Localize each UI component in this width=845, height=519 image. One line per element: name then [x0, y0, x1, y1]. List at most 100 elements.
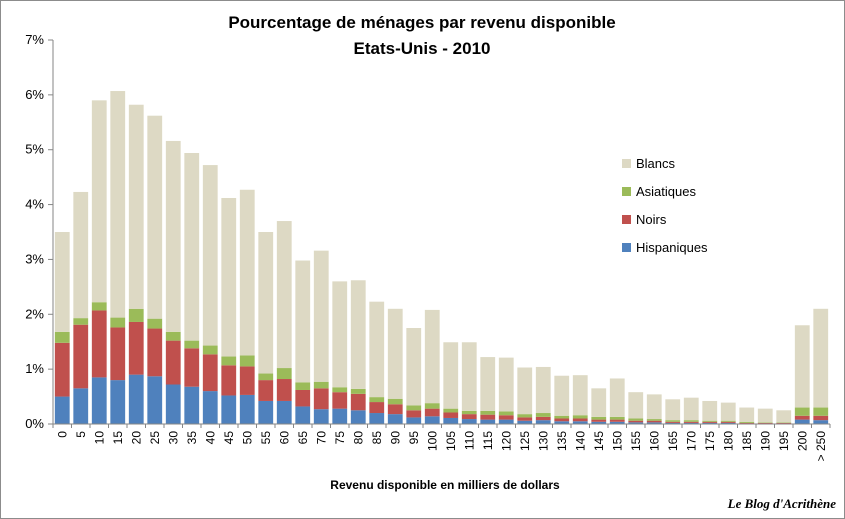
bar-segment-noirs — [110, 327, 126, 381]
bar-segment-asiatiques — [369, 397, 385, 403]
bar-segment-blancs — [276, 221, 292, 369]
bar-segment-noirs — [628, 420, 644, 423]
x-tick-label: 180 — [721, 431, 735, 451]
y-axis: 0% 1% 2% 3% 4% 5% 6% 7% — [25, 32, 54, 431]
bar-segment-hispaniques — [702, 422, 718, 424]
x-tick-label: 70 — [314, 431, 328, 445]
x-tick-label: 145 — [592, 431, 606, 451]
x-tick-label: 135 — [555, 431, 569, 451]
bar-segment-asiatiques — [554, 415, 570, 419]
bar-segment-blancs — [591, 388, 607, 417]
x-tick-label: 20 — [129, 431, 143, 445]
legend-label-asiatiques: Asiatiques — [636, 184, 696, 199]
bar-segment-hispaniques — [258, 400, 274, 424]
y-tick-label: 1% — [25, 361, 44, 376]
bar-segment-asiatiques — [110, 317, 126, 328]
x-tick-label: 85 — [370, 431, 384, 445]
x-tick-label: 40 — [203, 431, 217, 445]
bar-segment-asiatiques — [480, 410, 496, 415]
bar-segment-noirs — [369, 402, 385, 414]
bar-segment-asiatiques — [406, 405, 422, 411]
bar-segment-asiatiques — [813, 407, 829, 416]
bar-segment-blancs — [221, 197, 237, 357]
bar-segment-blancs — [332, 281, 348, 388]
bar-segment-noirs — [794, 415, 810, 420]
x-tick-label: 200 — [795, 431, 809, 451]
bar-segment-asiatiques — [517, 414, 533, 418]
bar-segment-blancs — [295, 260, 311, 383]
credit-text: Le Blog d'Acrithène — [727, 496, 837, 511]
bar-segment-hispaniques — [350, 410, 366, 424]
bar-segment-noirs — [73, 324, 89, 389]
bar-segment-blancs — [91, 100, 107, 303]
bar-segment-noirs — [184, 348, 200, 387]
x-tick-label: 45 — [222, 431, 236, 445]
bar-segment-hispaniques — [813, 420, 829, 424]
y-tick-label: 2% — [25, 306, 44, 321]
bar-segment-asiatiques — [295, 382, 311, 390]
bar-segment-asiatiques — [184, 340, 200, 349]
bar-segment-hispaniques — [406, 417, 422, 424]
bar-segment-asiatiques — [165, 331, 181, 341]
y-tick-label: 4% — [25, 197, 44, 212]
x-tick-label: 50 — [240, 431, 254, 445]
bar-segment-hispaniques — [369, 413, 385, 424]
bar-segment-noirs — [276, 379, 292, 401]
x-tick-label: 15 — [111, 431, 125, 445]
bar-segment-blancs — [665, 399, 681, 421]
bar-segment-blancs — [628, 392, 644, 419]
bar-segment-hispaniques — [332, 408, 348, 424]
y-tick-label: 0% — [25, 416, 44, 431]
bar-segment-hispaniques — [554, 421, 570, 424]
bar-segment-noirs — [683, 421, 699, 423]
x-tick-label: 175 — [703, 431, 717, 451]
x-tick-label: 160 — [647, 431, 661, 451]
x-tick-label: > 250 — [814, 431, 828, 462]
bar-segment-asiatiques — [258, 373, 274, 381]
legend-swatch-noirs — [622, 215, 631, 224]
bar-segment-hispaniques — [165, 384, 181, 424]
bar-segment-hispaniques — [794, 419, 810, 424]
x-tick-label: 25 — [148, 431, 162, 445]
bar-segment-noirs — [665, 421, 681, 423]
bar-segment-blancs — [813, 308, 829, 408]
bar-segment-noirs — [332, 392, 348, 409]
x-tick-label: 80 — [351, 431, 365, 445]
x-tick-label: 55 — [259, 431, 273, 445]
bar-segment-blancs — [147, 115, 163, 319]
legend-swatch-asiatiques — [622, 187, 631, 196]
x-tick-label: 165 — [666, 431, 680, 451]
bar-segment-blancs — [239, 189, 255, 356]
bar-segment-asiatiques — [73, 318, 89, 325]
bar-segment-blancs — [572, 375, 588, 416]
bar-segment-blancs — [609, 378, 625, 417]
bar-segment-noirs — [202, 354, 218, 392]
bar-segment-noirs — [443, 412, 459, 418]
x-tick-label: 105 — [444, 431, 458, 451]
x-tick-label: 95 — [407, 431, 421, 445]
bar-segment-hispaniques — [387, 414, 403, 424]
legend-swatch-blancs — [622, 159, 631, 168]
y-tick-label: 6% — [25, 87, 44, 102]
bar-segment-noirs — [572, 418, 588, 422]
bar-segment-blancs — [73, 191, 89, 319]
bar-segment-hispaniques — [424, 416, 440, 424]
bar-segment-noirs — [461, 414, 477, 420]
bar-segment-asiatiques — [350, 388, 366, 394]
bar-segment-noirs — [776, 422, 792, 424]
x-tick-label: 100 — [425, 431, 439, 451]
x-tick-label: 185 — [740, 431, 754, 451]
bar-segment-noirs — [165, 340, 181, 385]
bar-segment-blancs — [739, 407, 755, 422]
y-tick-label: 5% — [25, 142, 44, 157]
bar-segment-noirs — [480, 414, 496, 420]
bar-segment-asiatiques — [646, 419, 662, 421]
x-tick-label: 60 — [277, 431, 291, 445]
bar-segment-noirs — [239, 366, 255, 395]
bar-segment-noirs — [295, 389, 311, 407]
bar-segment-blancs — [480, 357, 496, 411]
bar-segment-asiatiques — [202, 345, 218, 355]
bar-segment-hispaniques — [184, 386, 200, 424]
bar-segment-asiatiques — [239, 355, 255, 367]
